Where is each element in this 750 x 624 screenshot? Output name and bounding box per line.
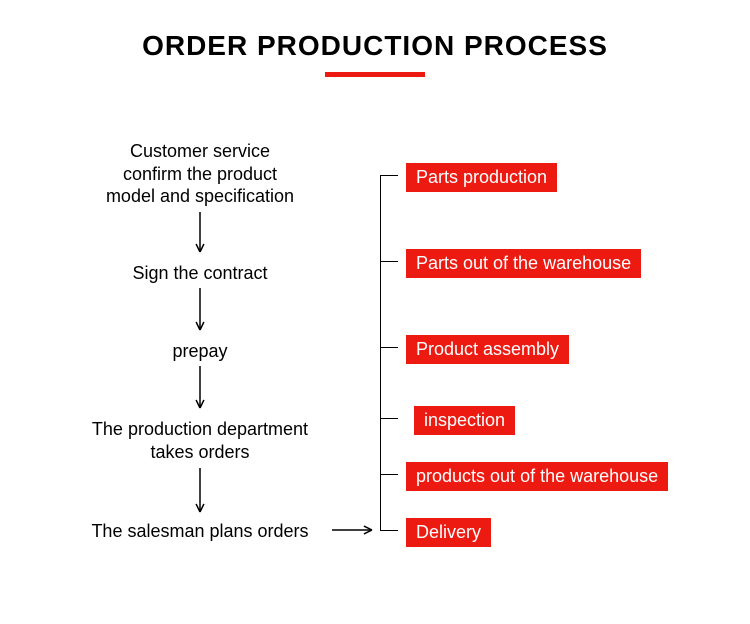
bracket-tick-1 [380, 261, 398, 262]
step-production-dept: The production departmenttakes orders [60, 418, 340, 463]
bracket-tick-3 [380, 418, 398, 419]
bracket-tick-0 [380, 175, 398, 176]
step-prepay: prepay [140, 340, 260, 363]
redbox-delivery: Delivery [406, 518, 491, 547]
arrow-down-1 [192, 204, 208, 260]
redbox-parts-production: Parts production [406, 163, 557, 192]
redbox-inspection: inspection [414, 406, 515, 435]
bracket-vertical [380, 175, 381, 530]
redbox-parts-out: Parts out of the warehouse [406, 249, 641, 278]
arrow-down-2 [192, 280, 208, 338]
title-underline [325, 72, 425, 77]
page-title: ORDER PRODUCTION PROCESS [0, 30, 750, 62]
bracket-tick-2 [380, 347, 398, 348]
bracket-tick-4 [380, 474, 398, 475]
arrow-down-4 [192, 460, 208, 520]
diagram-canvas: ORDER PRODUCTION PROCESS Customer servic… [0, 0, 750, 624]
step-salesman-plans: The salesman plans orders [50, 520, 350, 543]
arrow-down-3 [192, 358, 208, 416]
bracket-tick-5 [380, 530, 398, 531]
redbox-products-out: products out of the warehouse [406, 462, 668, 491]
step-customer-service: Customer serviceconfirm the productmodel… [70, 140, 330, 208]
redbox-product-assembly: Product assembly [406, 335, 569, 364]
step-sign-contract: Sign the contract [90, 262, 310, 285]
